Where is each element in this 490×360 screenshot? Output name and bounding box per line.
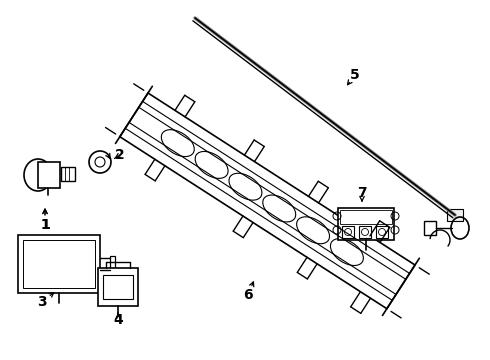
Bar <box>340 210 392 224</box>
Bar <box>103 275 133 299</box>
Bar <box>359 226 371 238</box>
Text: 5: 5 <box>350 68 360 82</box>
Bar <box>338 208 394 240</box>
Bar <box>424 221 436 235</box>
Bar <box>447 209 463 221</box>
Text: 4: 4 <box>113 313 123 327</box>
Bar <box>61 167 75 181</box>
Bar <box>376 226 388 238</box>
Bar <box>110 256 115 272</box>
Text: 1: 1 <box>40 218 50 232</box>
Bar <box>23 240 95 288</box>
Bar <box>98 268 138 306</box>
Bar <box>38 162 60 188</box>
Text: 6: 6 <box>243 288 253 302</box>
Bar <box>342 226 354 238</box>
Text: 2: 2 <box>115 148 125 162</box>
Text: 7: 7 <box>357 186 367 200</box>
Bar <box>18 235 100 293</box>
Text: 3: 3 <box>37 295 47 309</box>
Text: 1: 1 <box>40 218 50 232</box>
